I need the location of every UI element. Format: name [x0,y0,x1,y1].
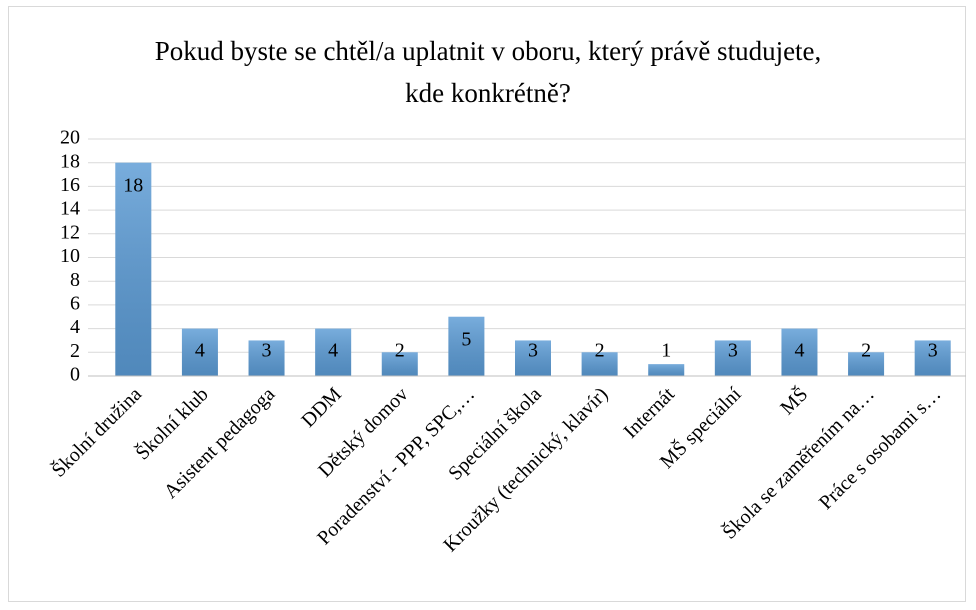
y-tick-label: 14 [60,198,80,220]
bar-shade [781,328,818,376]
x-tick-label: MŠ [775,382,812,419]
x-tick-label: Školní družina [46,382,146,482]
value-label: 1 [661,340,671,362]
bar-shade [115,162,152,376]
bar-shade [914,340,951,376]
value-label: 5 [461,328,471,350]
bar-shade [448,316,485,376]
value-label: 18 [123,174,143,196]
bar-shade [248,340,285,376]
bar-shade [714,340,751,376]
value-label: 4 [328,340,338,362]
bar-shade [848,352,885,376]
bar-shade [315,328,352,376]
chart-frame [8,6,966,602]
bar-shade [515,340,551,376]
y-tick-label: 16 [60,174,80,196]
value-label: 2 [395,340,405,362]
value-label: 4 [195,340,205,362]
y-tick-label: 20 [60,127,80,149]
y-tick-label: 6 [70,292,80,314]
y-tick-label: 0 [70,364,80,386]
y-tick-label: 12 [60,221,80,243]
y-tick-label: 18 [60,150,80,172]
bar-shade [181,328,218,376]
value-label: 3 [928,340,938,362]
value-label: 3 [728,340,738,362]
bar-shade [581,352,618,376]
value-label: 3 [262,340,272,362]
y-tick-label: 2 [70,340,80,362]
y-tick-label: 10 [60,245,80,267]
bar-shade [648,364,685,376]
x-tick-label: DDM [297,383,346,432]
chart-title: Pokud byste se chtěl/a uplatnit v oboru,… [154,36,822,108]
value-label: 2 [861,340,871,362]
x-tick-label: Internát [619,383,679,443]
value-label: 4 [794,340,804,362]
x-tick-label: Asistent pedagoga [160,383,280,503]
value-label: 2 [595,340,605,362]
x-tick-label: Práce s osobami s… [815,383,946,514]
bar-shade [381,352,418,376]
y-tick-label: 4 [70,316,80,338]
y-tick-label: 8 [70,269,80,291]
value-label: 3 [528,340,538,362]
